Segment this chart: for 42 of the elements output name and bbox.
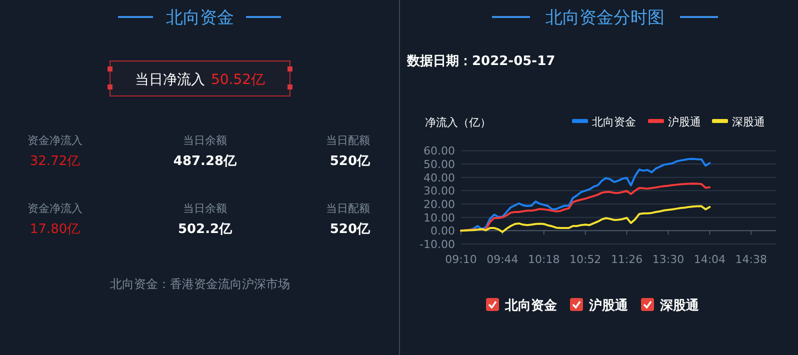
y-tick-label: 60.00 bbox=[424, 144, 455, 158]
y-tick-label: 30.00 bbox=[424, 184, 455, 198]
text: 沪股通 bbox=[589, 298, 628, 314]
text: 当日配额 bbox=[326, 134, 370, 147]
text: 502.2亿 bbox=[178, 222, 234, 237]
x-tick-label: 14:04 bbox=[694, 253, 726, 266]
y-tick-label: 20.00 bbox=[424, 198, 455, 212]
text: 487.28亿 bbox=[173, 154, 238, 169]
text: 北向资金：香港资金流向沪深市场 bbox=[110, 277, 290, 291]
y-tick-label: -10.00 bbox=[420, 238, 455, 251]
text: 520亿 bbox=[330, 154, 371, 169]
x-tick-label: 13:30 bbox=[652, 253, 684, 266]
chart-subtitle: 数据日期：2022-05-17 bbox=[406, 54, 556, 69]
text: 520亿 bbox=[330, 222, 371, 237]
y-tick-label: 0.00 bbox=[430, 224, 455, 238]
text: 深股通 bbox=[660, 298, 699, 314]
legend-label: 深股通 bbox=[732, 116, 765, 128]
y-tick-label: 50.00 bbox=[424, 158, 455, 172]
text: 当日余额 bbox=[183, 134, 227, 147]
text: 17.80亿 bbox=[30, 222, 80, 237]
text: 50.52亿 bbox=[210, 72, 266, 88]
y-axis-title: 净流入（亿） bbox=[425, 116, 491, 129]
text: 32.72亿 bbox=[30, 154, 80, 169]
text: 北向资金 bbox=[166, 8, 234, 28]
chart-title: 北向资金分时图 bbox=[546, 8, 664, 28]
text: 当日配额 bbox=[326, 202, 370, 215]
text: 当日净流入 bbox=[134, 72, 205, 88]
legend-label: 北向资金 bbox=[592, 116, 636, 128]
x-tick-label: 09:10 bbox=[445, 253, 477, 266]
legend-label: 沪股通 bbox=[668, 116, 701, 128]
x-tick-label: 10:18 bbox=[528, 253, 560, 266]
text: 北向资金 bbox=[505, 298, 557, 314]
line-series bbox=[460, 205, 711, 234]
y-tick-label: 40.00 bbox=[424, 171, 455, 184]
y-tick-label: 10.00 bbox=[424, 211, 455, 224]
x-tick-label: 09:44 bbox=[486, 253, 518, 266]
text: 资金净流入 bbox=[28, 134, 82, 147]
x-tick-label: 14:38 bbox=[735, 253, 767, 266]
text: 当日余额 bbox=[183, 202, 227, 215]
x-tick-label: 11:26 bbox=[610, 253, 643, 266]
text: 资金净流入 bbox=[28, 202, 82, 215]
x-tick-label: 10:52 bbox=[569, 253, 602, 266]
